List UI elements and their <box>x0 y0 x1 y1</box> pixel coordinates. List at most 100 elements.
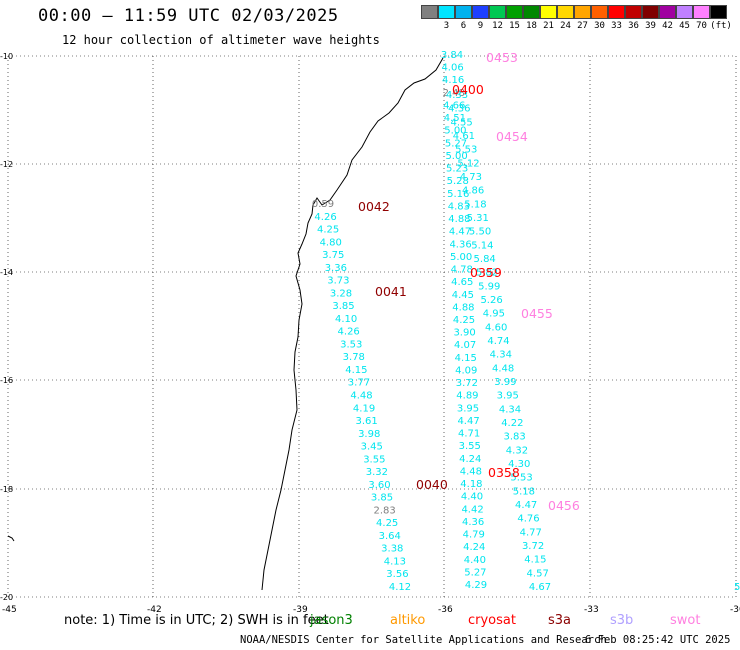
lat-label--20: -20 <box>0 593 13 602</box>
wave-height-label: 4.15 <box>524 555 546 566</box>
wave-height-label: 2.83 <box>373 505 395 516</box>
color-legend-label-12: 12 <box>492 21 503 31</box>
note-text: note: 1) Time is in UTC; 2) SWH is in fe… <box>64 613 329 628</box>
wave-height-label: 4.78 <box>451 265 473 276</box>
wave-height-label: 4.77 <box>520 527 542 538</box>
lat-label--12: -12 <box>0 160 13 169</box>
wave-height-label: 5.00 <box>444 126 466 137</box>
pass-label-0359: 0359 <box>470 265 502 280</box>
pass-label-0456: 0456 <box>548 498 580 513</box>
wave-height-label: 3.56 <box>386 569 408 580</box>
wave-height-label: 3.72 <box>456 378 478 389</box>
pass-label-0453: 0453 <box>486 50 518 65</box>
wave-height-label: 5.14 <box>471 240 493 251</box>
wave-height-label: 4.25 <box>453 315 475 326</box>
color-legend-label-15: 15 <box>509 21 520 31</box>
wave-height-label: 3.64 <box>379 531 401 542</box>
wave-height-label: 4.36 <box>462 517 484 528</box>
wave-height-label: 4.48 <box>492 363 514 374</box>
wave-height-label: 3.32 <box>366 467 388 478</box>
color-legend-unit: (ft) <box>710 21 732 31</box>
wave-height-label: 4.76 <box>517 514 539 525</box>
wave-height-label: 4.09 <box>455 365 477 376</box>
lat-label--16: -16 <box>0 376 13 385</box>
wave-height-label: 3.78 <box>343 352 365 363</box>
wave-height-label: 3.75 <box>322 250 344 261</box>
color-swatch-9 <box>574 5 591 19</box>
wave-height-label: 4.18 <box>460 479 482 490</box>
wave-height-label: 4.16 <box>442 75 464 86</box>
satellite-s3b: s3b <box>610 613 634 628</box>
lat-label--18: -18 <box>0 485 13 494</box>
coastline <box>261 57 444 591</box>
wave-height-label: 5.18 <box>513 486 535 497</box>
wave-height-label: 4.83 <box>448 201 470 212</box>
pass-label-0400: 0400 <box>452 82 484 97</box>
wave-height-label: 5.00 <box>445 151 467 162</box>
wave-height-label: 5.27 <box>445 138 467 149</box>
color-legend-label-24: 24 <box>560 21 571 31</box>
wave-height-label: 4.06 <box>441 63 463 74</box>
wave-height-label: 4.32 <box>506 445 528 456</box>
color-legend-label-27: 27 <box>577 21 588 31</box>
wave-height-label: 0.59 <box>312 199 334 210</box>
lon-label--42: -42 <box>147 605 162 615</box>
wave-height-label: 5.00 <box>450 252 472 263</box>
satellite-jason3: jason3 <box>310 613 353 628</box>
wave-height-label: 4.89 <box>456 391 478 402</box>
wave-height-label: 4.80 <box>320 237 342 248</box>
wave-height-label: 4.45 <box>452 290 474 301</box>
satellite-swot: swot <box>670 613 701 628</box>
wave-height-label: 5.23 <box>446 164 468 175</box>
color-swatch-7 <box>540 5 557 19</box>
wave-height-label: 3.83 <box>504 432 526 443</box>
wave-height-label: 2.48 <box>443 88 465 99</box>
wave-height-label: 3.53 <box>340 339 362 350</box>
color-legend-label-21: 21 <box>543 21 554 31</box>
lat-label--10: -10 <box>0 52 13 61</box>
wave-height-label: 3.85 <box>371 493 393 504</box>
wave-height-label: 4.29 <box>465 580 487 591</box>
satellite-altiko: altiko <box>390 613 426 628</box>
wave-height-label: 4.65 <box>451 277 473 288</box>
wave-height-label: 4.57 <box>527 568 549 579</box>
wave-height-label: 4.47 <box>449 227 471 238</box>
wave-height-label: 4.22 <box>501 418 523 429</box>
generated-time: 6 Feb 08:25:42 UTC 2025 <box>585 634 731 646</box>
wave-height-label: 5.50 <box>469 227 491 238</box>
altimeter-tracks: 0.594.264.254.803.753.363.733.283.854.10… <box>312 50 740 593</box>
wave-height-label: 4.40 <box>464 555 486 566</box>
color-swatch-0 <box>421 5 438 19</box>
wave-height-label: 4.13 <box>384 556 406 567</box>
wave-height-label: 4.10 <box>335 314 357 325</box>
wave-height-label: 5.16 <box>447 189 469 200</box>
axis-labels: -10 -12 -14 -16 -18 -20 -45 -42 -39 -36 -33 -30 <box>0 52 740 615</box>
wave-height-label: 3.61 <box>356 416 378 427</box>
wave-height-label: 4.47 <box>515 500 537 511</box>
wave-height-label: 3.72 <box>522 541 544 552</box>
pass-label-0041: 0041 <box>375 284 407 299</box>
color-swatch-2 <box>455 5 472 19</box>
wave-height-label: 4.33 <box>446 90 468 101</box>
color-swatch-8 <box>557 5 574 19</box>
color-swatch-16 <box>693 5 710 19</box>
wave-height-label: 3.84 <box>441 50 463 61</box>
wave-height-label: 5.27 <box>464 567 486 578</box>
pass-label-0042: 0042 <box>358 199 390 214</box>
wave-height-label: 5.26 <box>480 295 502 306</box>
color-swatch-10 <box>591 5 608 19</box>
color-swatch-14 <box>659 5 676 19</box>
color-swatch-3 <box>472 5 489 19</box>
wave-height-label: 4.73 <box>460 172 482 183</box>
color-legend-label-6: 6 <box>460 21 467 31</box>
wave-height-label: 4.25 <box>317 225 339 236</box>
wave-height-label: 4.67 <box>529 582 551 593</box>
wave-height-label: 4.66 <box>443 100 465 111</box>
wave-height-label: 3.73 <box>327 276 349 287</box>
wave-height-label: 3.60 <box>368 480 390 491</box>
color-legend-label-33: 33 <box>611 21 622 31</box>
lon-label--45: -45 <box>2 605 17 615</box>
wave-height-label: 4.86 <box>462 186 484 197</box>
wave-height-label: 4.36 <box>449 239 471 250</box>
wave-height-label: 4.88 <box>448 214 470 225</box>
